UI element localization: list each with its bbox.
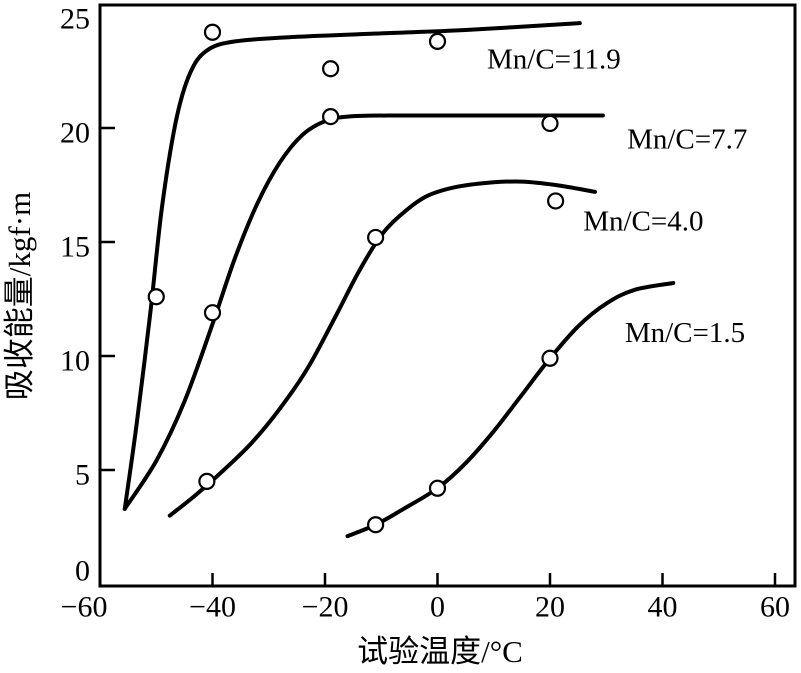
y-tick-label: 10 [60, 345, 90, 378]
x-tick-label: 40 [648, 591, 678, 624]
curve-mn-c-1-5 [345, 281, 676, 539]
x-tick-label: −20 [302, 591, 349, 624]
y-tick-label: 5 [75, 459, 90, 492]
data-point-mn-c-11-9 [147, 288, 165, 306]
y-tick-label: 25 [60, 3, 90, 36]
series-label-mn-c-11-9: Mn/C=11.9 [487, 44, 621, 76]
data-point-mn-c-7-7 [203, 304, 222, 322]
data-point-mn-c-1-5 [367, 516, 385, 534]
y-tick-label: 0 [75, 555, 90, 588]
x-axis-title: 试验温度/°C [357, 634, 523, 669]
data-point-mn-c-4-0 [367, 228, 385, 247]
data-point-mn-c-7-7 [541, 114, 559, 133]
data-point-mn-c-1-5 [428, 479, 447, 497]
data-point-mn-c-7-7 [322, 107, 340, 126]
series-label-mn-c-7-7: Mn/C=7.7 [627, 123, 747, 155]
x-tick-label: 0 [430, 591, 445, 624]
data-point-mn-c-11-9 [428, 32, 447, 50]
x-tick-label: −40 [189, 591, 236, 624]
y-tick-label: 15 [60, 231, 90, 264]
y-axis-title: 吸收能量/kgf·m [2, 192, 37, 400]
plot-layer: −60 −40 −20 0 20 40 60 0 5 10 15 20 25 Mn/C=11.9 Mn/C=… [60, 3, 797, 624]
x-tick-label: 20 [535, 591, 565, 624]
series-label-mn-c-4-0: Mn/C=4.0 [583, 205, 703, 237]
data-point-mn-c-11-9 [322, 60, 340, 78]
curve-mn-c-4-0 [167, 179, 597, 518]
curve-mn-c-7-7 [122, 113, 605, 511]
curve-mn-c-11-9 [122, 21, 582, 511]
data-point-mn-c-4-0 [198, 472, 216, 490]
plot-border [98, 3, 797, 588]
data-point-mn-c-11-9 [203, 23, 222, 41]
x-tick-label: 60 [760, 591, 790, 624]
series-label-mn-c-1-5: Mn/C=1.5 [625, 317, 745, 349]
data-point-mn-c-1-5 [541, 349, 559, 367]
x-tick-label: −60 [61, 591, 108, 624]
data-point-mn-c-4-0 [547, 192, 565, 210]
y-tick-label: 20 [60, 117, 90, 150]
